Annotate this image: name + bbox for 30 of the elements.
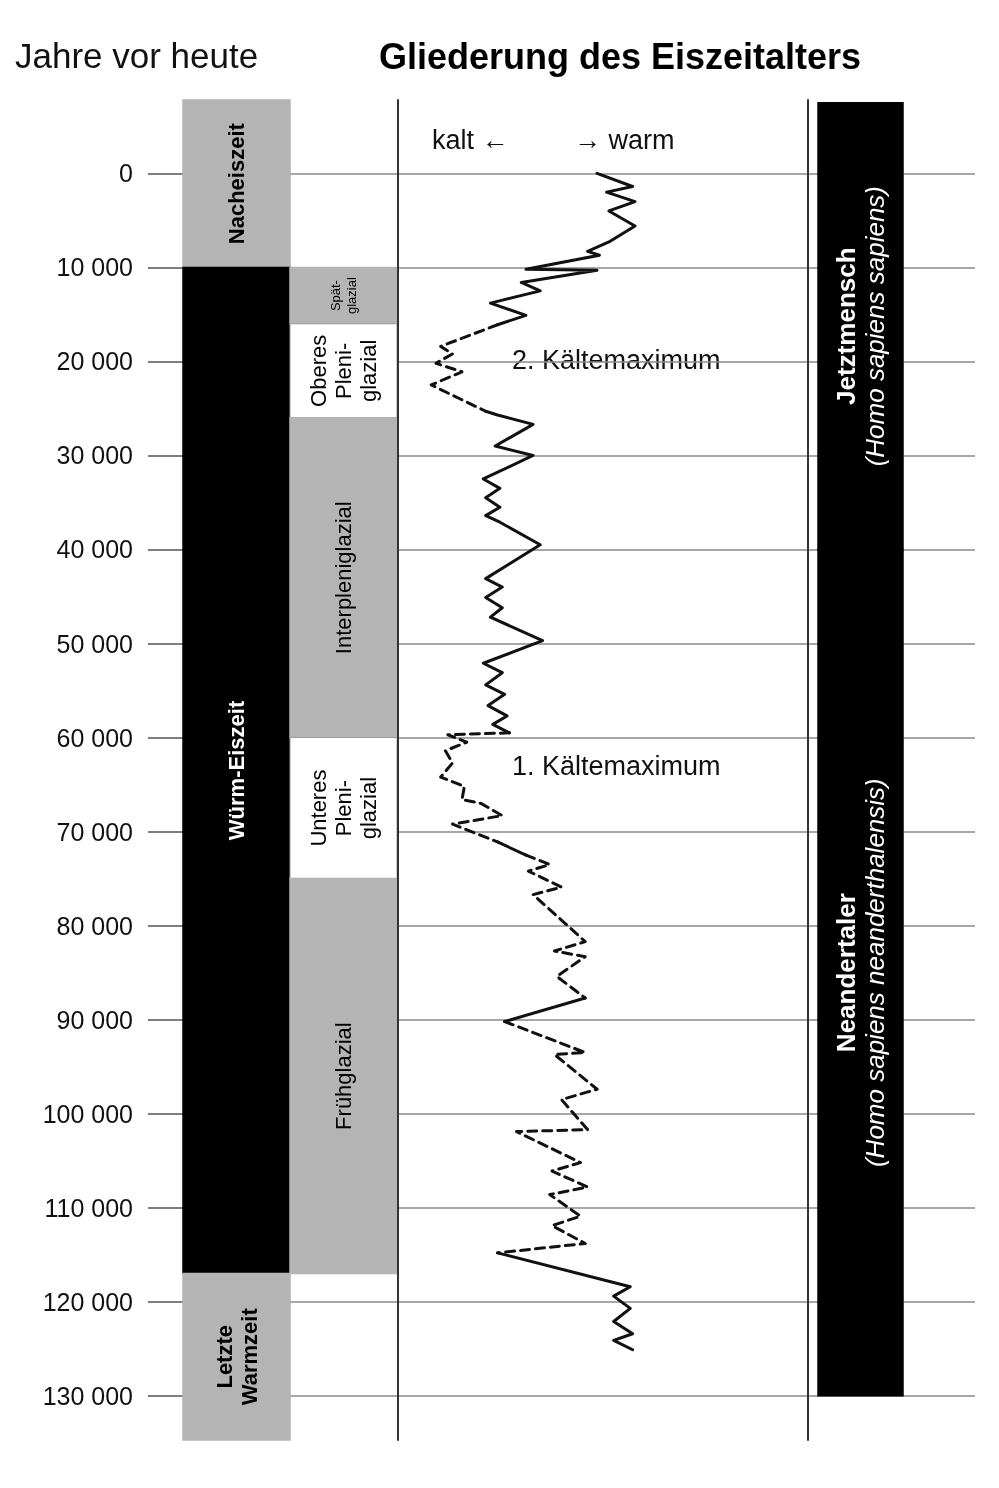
series-label: Frühglazial <box>331 1022 356 1130</box>
y-tick-label: 70 000 <box>56 817 133 846</box>
series-label: Unteres Pleni- glazial <box>306 769 381 847</box>
annotation: 2. Kältemaximum <box>512 344 721 375</box>
y-tick-label: 10 000 <box>56 253 133 282</box>
series-label: Jetztmensch (Homo sapiens sapiens) <box>831 185 890 467</box>
y-tick-label: 30 000 <box>56 441 133 470</box>
y-tick-label: 100 000 <box>42 1099 133 1128</box>
y-tick-label: 40 000 <box>56 535 133 564</box>
annotation: → warm <box>574 124 675 155</box>
y-tick-label: 80 000 <box>56 911 133 940</box>
chart-title: Gliederung des Eiszeitalters <box>377 36 863 78</box>
annotation: 1. Kältemaximum <box>512 750 721 781</box>
y-tick-label: 0 <box>119 159 133 188</box>
series-label: Würm-Eiszeit <box>224 700 249 841</box>
y-tick-label: 90 000 <box>56 1005 133 1034</box>
annotation: kalt ← <box>432 124 509 155</box>
y-tick-label: 120 000 <box>42 1287 133 1316</box>
series-label: Letzte Warmzeit <box>211 1307 262 1406</box>
series-label: Nacheiszeit <box>224 122 249 245</box>
series-label: Spät- glazial <box>328 277 359 315</box>
y-tick-label: 130 000 <box>42 1381 133 1410</box>
series-label: Interpleniglazial <box>331 501 356 655</box>
y-tick-label: 50 000 <box>56 629 133 658</box>
y-tick-label: 20 000 <box>56 347 133 376</box>
series-label: Neandertaler (Homo sapiens neanderthalensis) <box>831 778 890 1168</box>
series-label: Oberes Pleni- glazial <box>306 334 381 407</box>
y-tick-label: 110 000 <box>44 1193 133 1222</box>
y-tick-label: 60 000 <box>56 723 133 752</box>
y-axis-title: Jahre vor heute <box>15 36 259 75</box>
